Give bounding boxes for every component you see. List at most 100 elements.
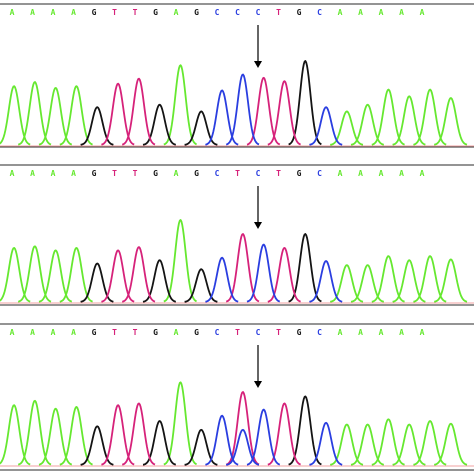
trace-peak-c	[225, 73, 260, 146]
base-call-label: T	[133, 328, 138, 337]
trace-peak-a	[434, 258, 468, 303]
base-call-label: A	[30, 169, 35, 178]
trace-peak-a	[0, 85, 31, 146]
trace-peak-c	[309, 260, 343, 303]
trace-peak-t	[267, 80, 301, 146]
base-call-label: G	[92, 328, 97, 337]
base-call-label: C	[256, 169, 261, 178]
trace-peak-a	[433, 97, 468, 146]
trace-peak-c	[246, 243, 281, 303]
base-call-label: A	[358, 328, 363, 337]
base-call-label: C	[215, 169, 220, 178]
trace-peak-g	[80, 262, 114, 303]
base-call-label: A	[71, 328, 76, 337]
base-call-label: A	[338, 169, 343, 178]
base-call-label: A	[358, 169, 363, 178]
trace-peak-a	[350, 264, 385, 303]
trace-peak-g	[184, 110, 218, 146]
base-call-label: A	[71, 169, 76, 178]
base-call-label: A	[10, 8, 15, 17]
base-call-label: T	[133, 8, 138, 17]
mutation-arrow-head	[254, 381, 262, 388]
base-call-label: A	[30, 8, 35, 17]
base-call-label: C	[317, 169, 322, 178]
mutation-arrow-head	[254, 222, 262, 229]
base-call-label: T	[235, 169, 240, 178]
trace-peak-a	[163, 64, 198, 146]
trace-peak-a	[163, 219, 197, 303]
base-call-label: A	[399, 328, 404, 337]
base-call-label: G	[194, 169, 199, 178]
base-call-label: A	[51, 328, 56, 337]
base-call-label: T	[235, 328, 240, 337]
trace-peak-a	[0, 404, 31, 466]
trace-peak-c	[309, 106, 343, 146]
base-call-label: A	[420, 169, 425, 178]
base-call-label: A	[338, 328, 343, 337]
trace-peak-g	[142, 259, 177, 303]
base-call-label: G	[194, 328, 199, 337]
trace-peak-g	[184, 428, 218, 466]
base-call-label: T	[112, 8, 117, 17]
base-call-label: A	[420, 328, 425, 337]
base-call-label: A	[174, 169, 179, 178]
base-call-label: G	[92, 169, 97, 178]
trace-peak-t	[121, 77, 156, 146]
base-call-label: A	[30, 328, 35, 337]
base-call-label: A	[338, 8, 343, 17]
base-call-label: A	[51, 8, 56, 17]
trace-peak-g	[142, 103, 177, 146]
trace-peak-t	[267, 402, 301, 466]
base-call-label: T	[276, 169, 281, 178]
base-call-label: A	[379, 8, 384, 17]
trace-peak-c	[205, 89, 239, 146]
trace-peak-g	[80, 106, 114, 146]
base-call-label: C	[235, 8, 240, 17]
mutation-arrow-head	[254, 61, 262, 68]
trace-peak-g	[80, 425, 114, 466]
trace-peak-t	[121, 402, 156, 466]
base-call-label: G	[153, 169, 158, 178]
base-call-label: T	[112, 328, 117, 337]
base-call-label: C	[215, 8, 220, 17]
trace-peak-c	[226, 428, 260, 466]
base-call-label: C	[317, 8, 322, 17]
trace-peak-c	[309, 421, 343, 466]
base-call-label: G	[153, 8, 158, 17]
trace-peak-t	[121, 246, 156, 303]
trace-peak-c	[205, 256, 239, 303]
base-call-label: T	[276, 328, 281, 337]
base-call-label: C	[215, 328, 220, 337]
trace-peak-t	[267, 247, 301, 303]
trace-peak-a	[0, 247, 31, 303]
base-call-label: A	[71, 8, 76, 17]
base-call-label: T	[276, 8, 281, 17]
base-call-label: G	[297, 8, 302, 17]
base-call-label: A	[379, 169, 384, 178]
trace-peak-g	[142, 420, 177, 466]
base-call-label: A	[10, 169, 15, 178]
base-call-label: T	[112, 169, 117, 178]
trace-peak-a	[433, 422, 468, 466]
base-call-label: A	[174, 8, 179, 17]
base-call-label: C	[256, 8, 261, 17]
base-call-label: A	[10, 328, 15, 337]
base-call-label: A	[399, 8, 404, 17]
base-call-label: A	[399, 169, 404, 178]
base-call-label: A	[358, 8, 363, 17]
trace-peak-g	[184, 268, 218, 303]
base-call-label: C	[317, 328, 322, 337]
base-call-label: G	[92, 8, 97, 17]
base-call-label: G	[297, 169, 302, 178]
trace-peak-a	[350, 103, 385, 146]
base-call-label: A	[379, 328, 384, 337]
base-call-label: A	[51, 169, 56, 178]
base-call-label: G	[153, 328, 158, 337]
base-call-label: T	[133, 169, 138, 178]
base-call-label: A	[174, 328, 179, 337]
base-call-label: C	[256, 328, 261, 337]
base-call-label: G	[194, 8, 199, 17]
base-call-label: A	[420, 8, 425, 17]
base-call-label: G	[297, 328, 302, 337]
